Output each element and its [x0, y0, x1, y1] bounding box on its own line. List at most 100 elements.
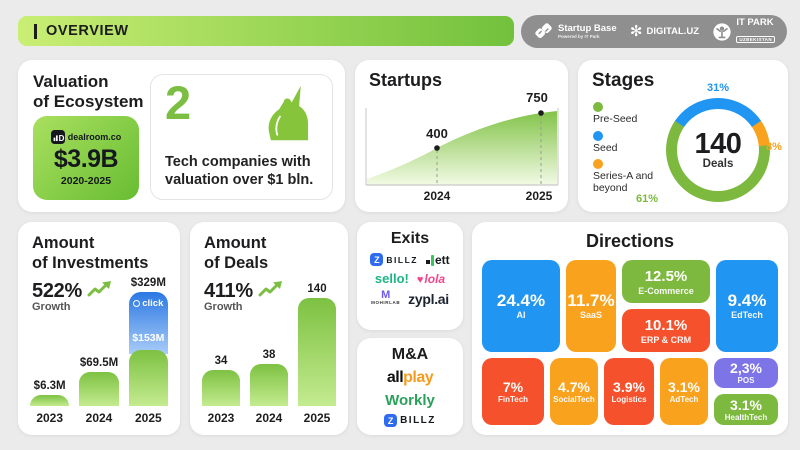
billz-icon: Z — [370, 253, 384, 266]
preseed-label: Pre-Seed — [593, 113, 638, 125]
preseed-dot — [593, 102, 603, 112]
investments-growth: 522% Growth — [32, 280, 113, 313]
tile-healthtech: 3.1% HealthTech — [714, 394, 778, 425]
bar-2024 — [79, 372, 119, 406]
startup-base-sub: Powered by IT Park — [558, 34, 600, 39]
unicorns-caption: Tech companies with valuation over $1 bl… — [165, 154, 314, 188]
jett-dot-icon — [425, 259, 430, 264]
stages-legend: Pre-Seed Seed Series-A and beyond — [593, 102, 657, 199]
investments-growth-label: Growth — [32, 301, 71, 313]
valuation-card: Valuation of Ecosystem D dealroom.co $3.… — [18, 60, 345, 212]
investments-bar-2025: $329M click $153M 2025 — [128, 277, 168, 425]
valuation-amount: $3.9B — [53, 144, 119, 173]
deals-bar-2023: 34 2023 — [202, 355, 240, 425]
seed-label: Seed — [593, 141, 618, 154]
jett-bar-icon — [430, 254, 434, 266]
deals-total: 140 — [694, 128, 742, 160]
investments-title: Amount of Investments — [32, 234, 149, 272]
seriesa-dot — [593, 159, 603, 169]
mohirlab-icon: M — [381, 289, 391, 301]
ma-card: M&A allplay Workly Z BILLZ — [357, 338, 463, 435]
ma-title: M&A — [391, 346, 429, 363]
growth-arrow-icon — [87, 281, 111, 297]
investments-bars: $6.3M 2023 $69.5M 2024 $329M click — [30, 277, 168, 425]
tile-erp-crm: 10.1% ERP & CRM — [622, 309, 710, 352]
tile-socialtech: 4.7% SocialTech — [550, 358, 598, 425]
startup-base-logo: Startup Base Powered by IT Park — [533, 21, 617, 42]
startups-x-2024: 2024 — [423, 189, 451, 203]
tile-ai: 24.4% AI — [482, 260, 560, 352]
unicorns-box: 2 Tech companies with valuation over $1 … — [150, 74, 333, 200]
click-segment: click — [128, 292, 168, 354]
startups-card: Startups 400 750 2024 2025 — [355, 60, 568, 212]
investments-card: Amount of Investments 522% Growth $6.3M … — [18, 222, 180, 435]
deals-title: Amount of Deals — [204, 234, 269, 272]
bar-2025 — [298, 298, 336, 406]
startups-title: Startups — [369, 70, 443, 90]
deals-growth-value: 411% — [204, 280, 253, 302]
investments-growth-value: 522% — [32, 280, 82, 302]
digital-uz-logo: ✻ DIGITAL.UZ — [630, 24, 699, 39]
tile-logistics: 3.9% Logistics — [604, 358, 654, 425]
segment-value: $153M — [132, 332, 165, 344]
billz-logo: Z BILLZ — [370, 253, 418, 266]
exits-title: Exits — [390, 230, 430, 247]
bar-2024 — [250, 364, 288, 406]
it-park-name: IT PARK — [736, 16, 774, 28]
startups-point-value-2024: 400 — [426, 126, 448, 141]
it-park-logo: IT PARK UZBEKISTAN — [712, 16, 775, 46]
stages-card: Stages Pre-Seed Seed Series-A and beyond… — [578, 60, 788, 212]
bar-2023 — [30, 395, 70, 406]
stages-donut-chart: 140 Deals — [666, 98, 770, 202]
startups-area-chart — [365, 108, 559, 186]
unicorns-count: 2 — [165, 76, 192, 129]
click-icon — [133, 300, 141, 307]
startup-base-icon — [535, 23, 552, 39]
workly-logo: Workly — [385, 392, 435, 409]
header-bar: OVERVIEW — [18, 16, 514, 46]
lola-logo: ♥lola — [416, 271, 446, 286]
seed-dot — [593, 130, 603, 141]
deals-bars: 34 2023 38 2024 140 2025 — [202, 283, 336, 425]
dealroom-logo: D dealroom.co — [50, 129, 121, 144]
green-segment — [128, 350, 168, 406]
tile-fintech: 7% FinTech — [482, 358, 544, 425]
it-park-badge: UZBEKISTAN — [736, 35, 775, 43]
deals-total-label: Deals — [702, 158, 734, 170]
tile-edtech: 9.4% EdTech — [716, 260, 778, 352]
investments-bar-2024: $69.5M 2024 — [79, 357, 119, 425]
zypl-logo: zypl.ai — [408, 291, 449, 307]
deals-card: Amount of Deals 411% Growth 34 2023 38 — [190, 222, 348, 435]
page-title: OVERVIEW — [34, 23, 129, 39]
seriesa-pct: 8% — [766, 141, 782, 153]
lola-heart-icon: ♥ — [416, 273, 424, 286]
seed-pct: 31% — [706, 82, 730, 94]
deals-growth-label: Growth — [204, 301, 243, 313]
directions-card: Directions 24.4% AI 11.7% SaaS 12.5% E-C… — [472, 222, 788, 435]
stacked-bar-2025: click $153M — [128, 292, 168, 406]
digital-uz-icon: ✻ — [629, 23, 643, 40]
tile-ecommerce: 12.5% E-Commerce — [622, 260, 710, 303]
svg-text:D: D — [58, 134, 64, 143]
valuation-title: Valuation of Ecosystem — [33, 72, 144, 111]
unicorn-icon — [268, 85, 309, 141]
dealroom-icon: D — [50, 129, 65, 144]
startups-point-value-2025: 750 — [526, 90, 548, 105]
stages-donut-center: 140 Deals — [677, 109, 759, 191]
startup-base-name: Startup Base — [558, 23, 617, 34]
seriesa-label: Series-A and beyond — [593, 170, 654, 194]
valuation-badge: D dealroom.co $3.9B 2020-2025 — [33, 116, 139, 200]
digital-uz-name: DIGITAL.UZ — [646, 25, 700, 37]
directions-title: Directions — [585, 231, 675, 251]
bar-2023 — [202, 370, 240, 406]
mohirlab-logo: M MOHIRLAB — [371, 289, 401, 306]
it-park-icon — [713, 22, 731, 41]
deals-growth: 411% Growth — [204, 280, 284, 313]
jett-logo: ett — [425, 254, 450, 266]
click-logo: click — [129, 298, 168, 309]
deals-bar-2024: 38 2024 — [250, 349, 288, 425]
investments-bar-2023: $6.3M 2023 — [30, 380, 70, 425]
deals-bar-2025: 140 2025 — [298, 283, 336, 425]
sello-logo: sello! — [374, 271, 409, 286]
